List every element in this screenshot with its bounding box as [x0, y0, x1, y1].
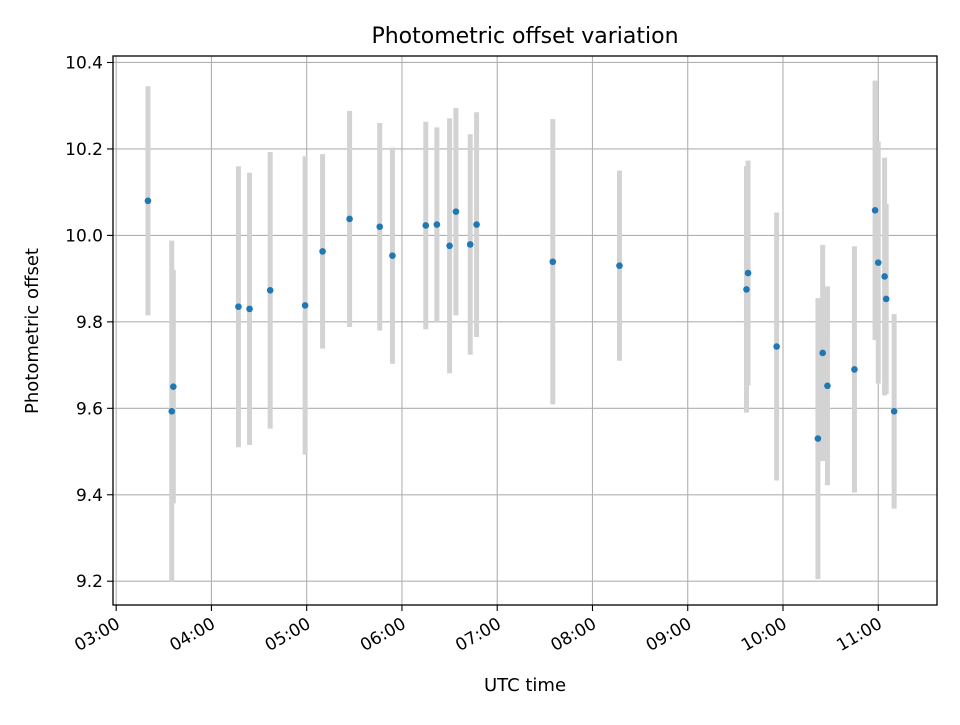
x-axis-label: UTC time — [484, 675, 566, 696]
data-point — [266, 286, 274, 294]
data-point — [246, 305, 253, 313]
chart-title: Photometric offset variation — [371, 24, 678, 49]
data-point — [346, 215, 353, 223]
y-axis-label: Photometric offset — [22, 248, 43, 414]
data-point — [473, 221, 480, 228]
data-point — [319, 248, 326, 255]
y-tick-label: 9.6 — [76, 399, 103, 419]
plot-frame — [112, 55, 938, 606]
y-tick-label: 9.2 — [76, 572, 103, 592]
data-point — [851, 366, 858, 373]
data-point — [616, 262, 623, 269]
data-point — [881, 273, 888, 280]
data-point — [389, 252, 396, 260]
data-point — [301, 302, 309, 309]
data-point — [144, 197, 152, 205]
data-point — [235, 303, 242, 311]
data-point — [871, 207, 879, 214]
data-point — [814, 435, 822, 442]
y-tick-label: 9.8 — [76, 313, 103, 333]
y-tick-label: 10.0 — [65, 226, 103, 246]
data-point — [882, 295, 890, 303]
data-point — [376, 223, 384, 231]
data-point — [744, 269, 752, 277]
data-point — [824, 382, 831, 390]
y-axis-ticks: 9.2 9.4 9.6 9.8 10.0 10.2 10.4 — [65, 53, 113, 592]
data-point — [446, 242, 453, 250]
data-point — [773, 343, 780, 350]
y-tick-label: 10.4 — [65, 53, 103, 73]
y-tick-label: 9.4 — [76, 486, 103, 506]
data-point — [168, 408, 176, 415]
data-point — [890, 408, 898, 415]
data-point — [452, 208, 460, 215]
data-point — [433, 221, 441, 228]
data-point — [170, 383, 177, 390]
data-points — [144, 197, 898, 442]
data-point — [466, 241, 474, 248]
data-point — [874, 259, 882, 266]
y-tick-label: 10.2 — [65, 140, 103, 160]
data-point — [422, 222, 430, 229]
data-point — [819, 349, 826, 357]
data-point — [743, 286, 750, 293]
data-point — [549, 258, 557, 266]
